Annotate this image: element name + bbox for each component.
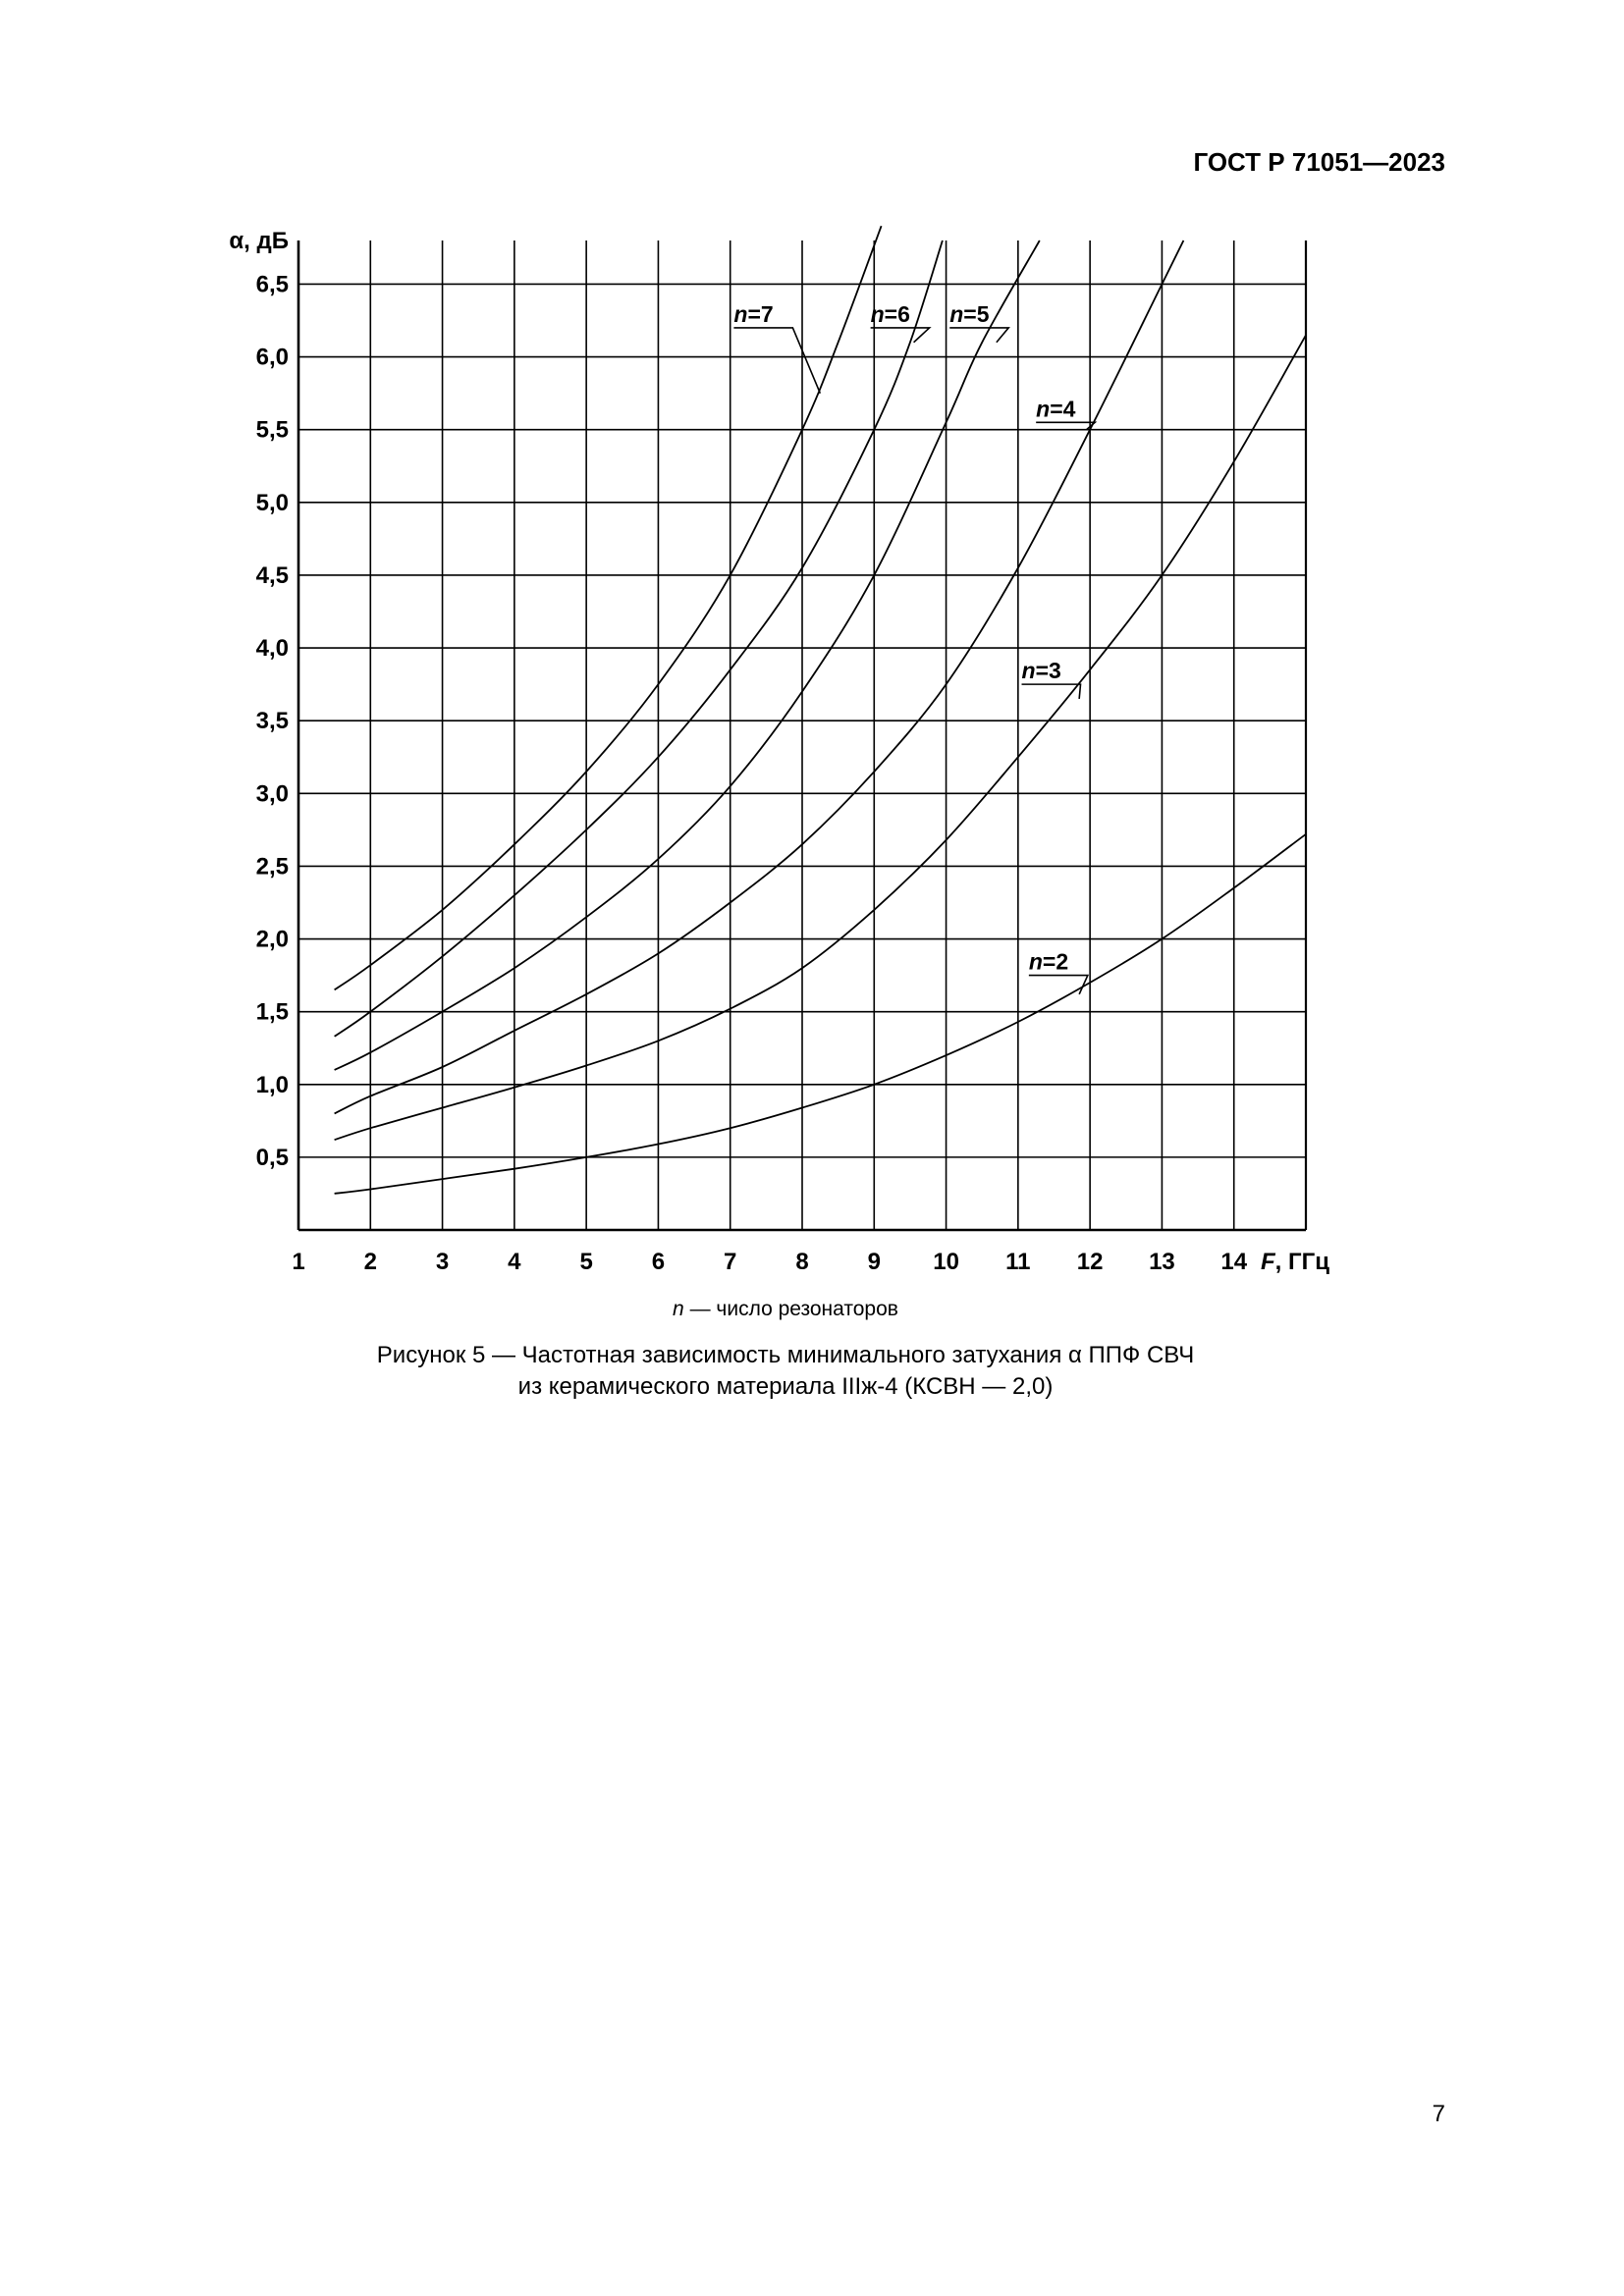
x-axis-title: F, ГГц: [1261, 1249, 1329, 1275]
legend-note-text: — число резонаторов: [683, 1298, 898, 1320]
y-tick-label: 3,5: [256, 708, 289, 734]
y-tick-label: 1,5: [256, 999, 289, 1026]
x-tick-label: 3: [436, 1249, 449, 1275]
curve-leader-n3: [1021, 683, 1082, 700]
curve-label-value: =2: [1043, 949, 1068, 975]
curve-label-n7: n=7: [733, 301, 773, 327]
y-tick-label: 4,0: [256, 635, 289, 662]
document-id: ГОСТ Р 71051—2023: [1193, 147, 1445, 177]
curve-label-variable: n: [1029, 949, 1043, 975]
curve-leader-n7: [733, 327, 822, 394]
curve-leader-n6: [870, 327, 932, 344]
curve-label-n2: n=2: [1029, 949, 1068, 975]
y-tick-label: 4,5: [256, 562, 289, 589]
curve-leader-n5: [949, 327, 1010, 344]
grid: [297, 240, 1308, 1232]
legend-note: n — число резонаторов: [491, 1298, 1080, 1321]
attenuation-chart: 1 2 3 4 5 6 7 8 9 10 11 12 13 140,51,01,52,02,53,03,5…: [229, 225, 1329, 1275]
curve-label-n6: n=6: [871, 301, 910, 327]
curve-n5: [334, 240, 1041, 1071]
y-tick-label: 6,5: [256, 271, 289, 297]
caption-line-2: из керамического материала IIIж-4 (КСВН …: [517, 1373, 1054, 1400]
x-tick-label: 10: [933, 1249, 959, 1275]
y-tick-label: 2,5: [256, 853, 289, 880]
curve-label-n5: n=5: [949, 301, 989, 327]
curve-label-variable: n: [733, 301, 747, 327]
curve-label-value: =6: [885, 301, 910, 327]
x-tick-label: 11: [1005, 1249, 1030, 1275]
curve-label-value: =7: [747, 301, 773, 327]
x-tick-label: 8: [795, 1249, 808, 1275]
y-axis-title: α, дБ: [229, 228, 289, 254]
x-axis-title-unit: , ГГц: [1275, 1249, 1330, 1275]
curves: [334, 225, 1306, 1195]
x-tick-label: 7: [724, 1249, 736, 1275]
y-tick-label: 5,0: [256, 490, 289, 516]
y-tick-label: 3,0: [256, 780, 289, 807]
y-tick-label: 0,5: [256, 1145, 289, 1171]
curve-n6: [334, 240, 944, 1038]
x-tick-label: 2: [364, 1249, 377, 1275]
y-tick-label: 2,0: [256, 927, 289, 953]
curve-label-variable: n: [1022, 658, 1036, 683]
x-tick-label: 12: [1077, 1249, 1104, 1275]
x-tick-label: 9: [868, 1249, 881, 1275]
labels: 1 2 3 4 5 6 7 8 9 10 11 12 13 140,51,01,52,02,53,03,5…: [229, 228, 1329, 1275]
x-tick-label: 4: [508, 1249, 521, 1275]
curve-label-value: =3: [1036, 658, 1061, 683]
x-tick-label: 14: [1220, 1249, 1247, 1275]
x-tick-label: 5: [579, 1249, 592, 1275]
curve-label-n3: n=3: [1022, 658, 1061, 683]
curve-label-value: =5: [963, 301, 989, 327]
y-tick-label: 1,0: [256, 1072, 289, 1098]
curve-leader-n2: [1028, 974, 1090, 995]
legend-note-variable: n: [673, 1298, 684, 1320]
x-axis-title-variable: F: [1261, 1249, 1276, 1275]
curve-label-variable: n: [949, 301, 963, 327]
figure-caption: Рисунок 5 — Частотная зависимость минима…: [295, 1340, 1276, 1403]
page-number: 7: [1432, 2101, 1445, 2127]
curve-leader-n4: [1036, 421, 1098, 431]
y-tick-label: 5,5: [256, 417, 289, 444]
curve-n2: [334, 833, 1306, 1195]
x-tick-label: 13: [1149, 1249, 1175, 1275]
curve-label-value: =4: [1050, 396, 1075, 421]
curve-n7: [334, 225, 883, 991]
curve-label-variable: n: [871, 301, 885, 327]
curve-label-variable: n: [1036, 396, 1050, 421]
y-tick-label: 6,0: [256, 345, 289, 371]
curve-label-n4: n=4: [1036, 396, 1075, 421]
x-tick-label: 1: [292, 1249, 304, 1275]
x-tick-label: 6: [652, 1249, 665, 1275]
curve-n3: [334, 334, 1306, 1141]
curve-n4: [334, 240, 1185, 1115]
caption-line-1: Рисунок 5 — Частотная зависимость минима…: [376, 1342, 1195, 1368]
